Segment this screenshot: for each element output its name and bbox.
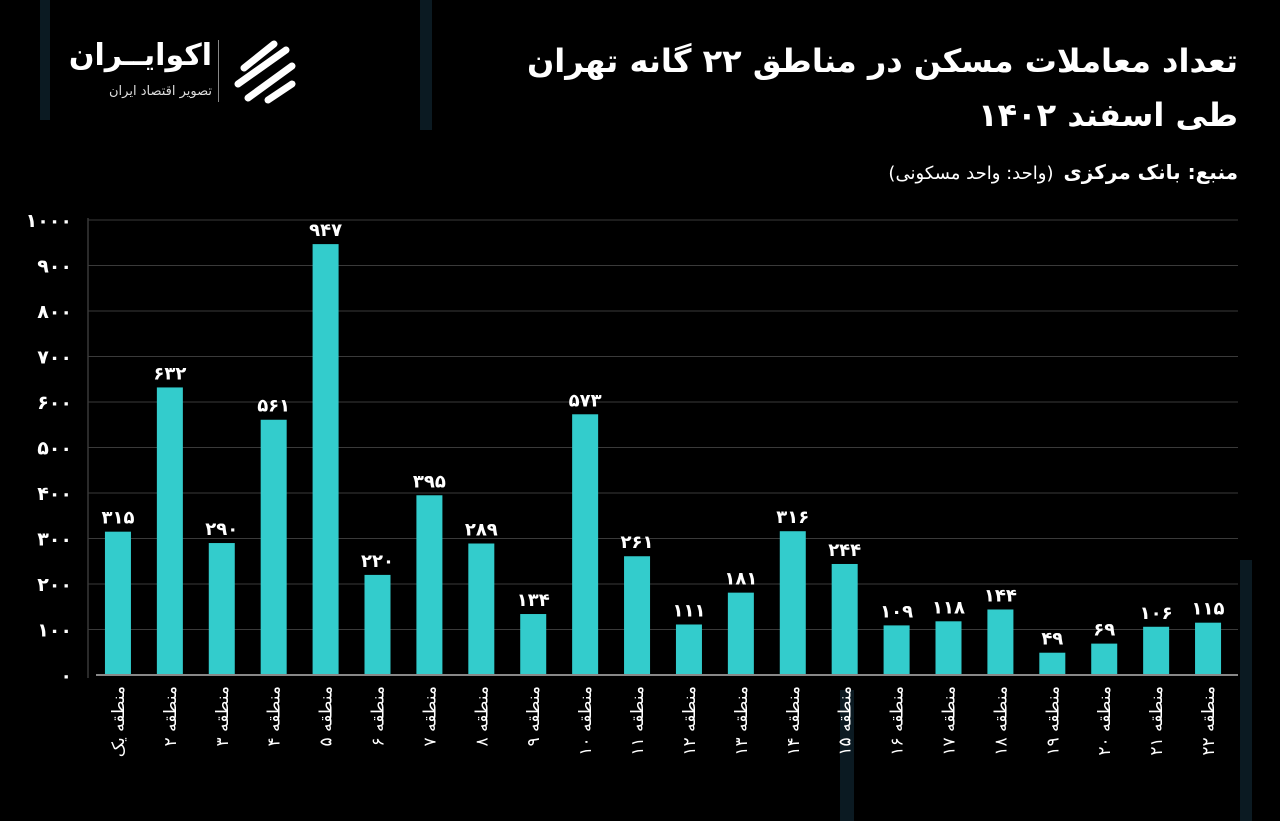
chart-subtitle: طی اسفند ۱۴۰۲	[978, 96, 1238, 134]
x-tick-label: منطقه ۱۳	[732, 686, 752, 756]
data-label: ۱۳۴	[517, 590, 550, 611]
y-tick-label: ۴۰۰	[37, 483, 72, 505]
data-label: ۲۲۰	[361, 551, 394, 572]
x-tick-label: منطقه ۸	[472, 686, 492, 746]
bar	[935, 621, 962, 675]
data-label: ۹۴۷	[309, 220, 342, 241]
y-tick-label: ۳۰۰	[37, 529, 72, 551]
logo-tagline: تصویر اقتصاد ایران	[109, 84, 212, 99]
y-tick-label: ۸۰۰	[37, 301, 72, 323]
bar	[883, 625, 910, 675]
source-text: منبع: بانک مرکزی	[1063, 160, 1238, 184]
data-label: ۵۷۳	[569, 390, 602, 411]
x-tick-label: منطقه ۲۱	[1147, 686, 1167, 756]
bar	[208, 543, 235, 675]
x-tick-label: منطقه ۱۸	[991, 686, 1011, 756]
background-decoration	[40, 0, 50, 120]
background-decoration	[840, 690, 854, 821]
x-tick-label: منطقه ۱۰	[576, 686, 596, 756]
x-tick-label: منطقه ۹	[524, 686, 544, 746]
bar	[104, 531, 131, 675]
data-label: ۴۹	[1041, 629, 1063, 650]
x-tick-label: منطقه ۳	[213, 686, 233, 746]
y-tick-label: ۹۰۰	[37, 256, 72, 278]
data-label: ۱۱۵	[1192, 599, 1225, 620]
x-tick-label: منطقه ۲۲	[1199, 686, 1219, 756]
x-tick-label: منطقه ۵	[317, 686, 337, 746]
x-tick-label: منطقه ۷	[420, 686, 440, 746]
x-tick-label: منطقه ۱۷	[940, 686, 960, 756]
bar	[312, 244, 339, 676]
source-line: منبع: بانک مرکزی (واحد: واحد مسکونی)	[888, 160, 1238, 184]
logo: اکوایــران تصویر اقتصاد ایران	[48, 38, 318, 108]
bar	[624, 556, 651, 675]
bar	[987, 609, 1014, 675]
bar	[364, 574, 391, 675]
data-label: ۳۹۵	[413, 471, 446, 492]
data-label: ۲۶۱	[621, 532, 654, 553]
chart-title: تعداد معاملات مسکن در مناطق ۲۲ گانه تهرا…	[526, 42, 1238, 80]
data-label: ۱۱۸	[932, 597, 965, 618]
background-decoration	[1240, 560, 1252, 821]
data-label: ۱۸۱	[724, 569, 757, 590]
data-label: ۱۱۱	[672, 600, 705, 621]
bar	[831, 563, 858, 675]
bar	[572, 414, 599, 675]
unit-text: (واحد: واحد مسکونی)	[888, 163, 1054, 184]
bar	[156, 387, 183, 675]
bar	[1195, 622, 1222, 675]
y-tick-label: ۱۰۰۰	[26, 210, 72, 232]
data-label: ۲۴۴	[828, 540, 861, 561]
x-tick-label: منطقه ۱۲	[680, 686, 700, 756]
x-tick-label: منطقه ۴	[265, 686, 285, 746]
data-label: ۶۳۲	[153, 363, 186, 384]
bar	[675, 624, 702, 675]
x-tick-label: منطقه ۱۵	[836, 686, 856, 756]
x-tick-label: منطقه ۶	[369, 686, 389, 746]
bar	[416, 495, 443, 675]
x-tick-label: منطقه یک	[109, 686, 129, 757]
data-label: ۲۸۹	[465, 520, 498, 541]
logo-divider	[218, 40, 219, 102]
bar	[520, 614, 547, 675]
x-tick-label: منطقه ۱۱	[628, 686, 648, 756]
x-tick-label: منطقه ۱۴	[784, 686, 804, 756]
y-tick-label: ۰	[60, 665, 72, 687]
x-tick-label: منطقه ۱۹	[1043, 686, 1063, 756]
y-tick-label: ۲۰۰	[37, 574, 72, 596]
data-label: ۱۰۶	[1140, 603, 1173, 624]
y-tick-label: ۷۰۰	[37, 347, 72, 369]
bar	[1039, 652, 1066, 675]
bar	[727, 592, 754, 675]
bar	[1091, 643, 1118, 675]
data-label: ۱۴۴	[984, 585, 1017, 606]
data-label: ۵۶۱	[257, 396, 290, 417]
data-label: ۳۱۵	[101, 508, 134, 529]
logo-icon	[234, 40, 296, 104]
data-label: ۱۰۹	[880, 601, 913, 622]
data-label: ۳۱۶	[776, 507, 809, 528]
bar	[260, 419, 287, 675]
data-label: ۶۹	[1093, 620, 1115, 641]
y-tick-label: ۵۰۰	[37, 438, 72, 460]
bar	[1143, 626, 1170, 675]
bar	[779, 531, 806, 675]
data-label: ۲۹۰	[205, 519, 238, 540]
x-tick-label: منطقه ۱۶	[888, 686, 908, 756]
logo-name: اکوایــران	[68, 38, 212, 73]
y-tick-label: ۶۰۰	[37, 392, 72, 414]
x-tick-label: منطقه ۲۰	[1095, 686, 1115, 756]
background-decoration	[420, 0, 432, 130]
y-tick-label: ۱۰۰	[37, 620, 72, 642]
bar	[468, 543, 495, 675]
x-tick-label: منطقه ۲	[161, 686, 181, 746]
